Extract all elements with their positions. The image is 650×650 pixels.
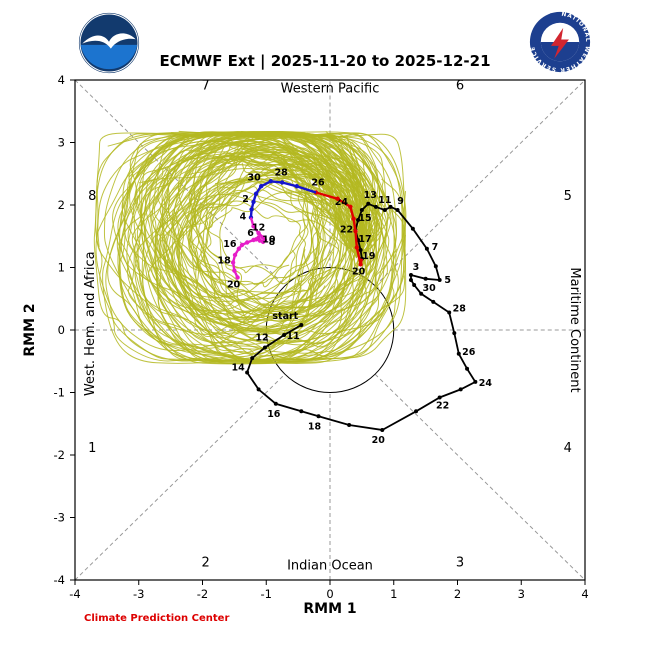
svg-text:12: 12 bbox=[255, 333, 268, 344]
svg-text:9: 9 bbox=[397, 196, 404, 207]
svg-text:2: 2 bbox=[454, 587, 461, 601]
svg-text:22: 22 bbox=[436, 401, 449, 412]
svg-text:22: 22 bbox=[340, 224, 353, 235]
svg-text:28: 28 bbox=[453, 304, 467, 315]
svg-text:15: 15 bbox=[358, 213, 371, 224]
svg-text:-1: -1 bbox=[261, 587, 272, 601]
svg-text:-3: -3 bbox=[54, 511, 65, 525]
svg-text:4: 4 bbox=[58, 73, 65, 87]
observed-trajectory: start11121416182022242628303579111315171… bbox=[232, 190, 493, 446]
svg-text:6: 6 bbox=[247, 228, 254, 239]
svg-text:3: 3 bbox=[413, 262, 420, 273]
nws-logo-icon: NATIONAL WEATHER SERVICE bbox=[529, 12, 591, 72]
svg-text:Indian Ocean: Indian Ocean bbox=[287, 558, 373, 573]
svg-text:10: 10 bbox=[262, 235, 276, 246]
svg-text:26: 26 bbox=[311, 178, 325, 189]
svg-text:1: 1 bbox=[390, 587, 397, 601]
svg-text:-1: -1 bbox=[54, 386, 65, 400]
svg-text:-3: -3 bbox=[133, 587, 144, 601]
svg-text:18: 18 bbox=[308, 421, 322, 432]
svg-text:4: 4 bbox=[581, 587, 588, 601]
svg-text:18: 18 bbox=[217, 256, 231, 267]
svg-text:14: 14 bbox=[232, 363, 246, 374]
svg-text:West. Hem. and Africa: West. Hem. and Africa bbox=[83, 251, 98, 396]
svg-text:4: 4 bbox=[564, 441, 572, 456]
svg-text:24: 24 bbox=[479, 378, 493, 389]
svg-text:6: 6 bbox=[456, 78, 464, 93]
svg-text:7: 7 bbox=[432, 242, 439, 253]
svg-text:28: 28 bbox=[275, 168, 289, 179]
svg-text:17: 17 bbox=[358, 234, 371, 245]
svg-text:1: 1 bbox=[88, 441, 96, 456]
svg-text:20: 20 bbox=[372, 435, 386, 446]
svg-text:start: start bbox=[272, 311, 298, 322]
svg-text:-2: -2 bbox=[197, 587, 208, 601]
svg-text:16: 16 bbox=[267, 409, 281, 420]
svg-text:2: 2 bbox=[202, 555, 210, 570]
svg-text:20: 20 bbox=[227, 280, 241, 291]
svg-text:RMM 2: RMM 2 bbox=[22, 303, 38, 356]
svg-text:1: 1 bbox=[58, 261, 65, 275]
svg-text:3: 3 bbox=[456, 555, 464, 570]
svg-text:30: 30 bbox=[423, 283, 437, 294]
svg-text:5: 5 bbox=[444, 275, 451, 286]
svg-text:3: 3 bbox=[518, 587, 525, 601]
svg-text:0: 0 bbox=[326, 587, 333, 601]
svg-text:-4: -4 bbox=[54, 573, 65, 587]
svg-text:24: 24 bbox=[335, 197, 349, 208]
svg-text:-2: -2 bbox=[54, 448, 65, 462]
svg-text:20: 20 bbox=[352, 266, 366, 277]
svg-text:16: 16 bbox=[223, 239, 237, 250]
svg-text:26: 26 bbox=[462, 347, 476, 358]
svg-text:12: 12 bbox=[252, 223, 265, 234]
svg-text:11: 11 bbox=[378, 195, 391, 206]
svg-text:3: 3 bbox=[58, 136, 65, 150]
credit-text: Climate Prediction Center bbox=[84, 613, 230, 624]
svg-text:0: 0 bbox=[58, 323, 65, 337]
svg-text:11: 11 bbox=[286, 331, 299, 342]
svg-text:2: 2 bbox=[242, 194, 249, 205]
svg-text:19: 19 bbox=[362, 251, 375, 262]
svg-text:8: 8 bbox=[88, 189, 96, 204]
svg-text:4: 4 bbox=[240, 212, 247, 223]
svg-text:2: 2 bbox=[58, 198, 65, 212]
svg-text:13: 13 bbox=[364, 190, 377, 201]
svg-text:RMM 1: RMM 1 bbox=[303, 601, 356, 617]
svg-text:-4: -4 bbox=[69, 587, 80, 601]
svg-text:Maritime Continent: Maritime Continent bbox=[567, 267, 582, 392]
chart-title: ECMWF Ext | 2025-11-20 to 2025-12-21 bbox=[159, 52, 491, 70]
svg-text:5: 5 bbox=[564, 189, 572, 204]
svg-text:30: 30 bbox=[248, 172, 262, 183]
forecast-week-1: 20 22 24 26 bbox=[311, 178, 365, 278]
svg-text:Western Pacific: Western Pacific bbox=[281, 82, 380, 97]
svg-text:7: 7 bbox=[202, 78, 210, 93]
svg-text:8: 8 bbox=[269, 237, 276, 248]
noaa-logo-icon bbox=[78, 12, 140, 74]
